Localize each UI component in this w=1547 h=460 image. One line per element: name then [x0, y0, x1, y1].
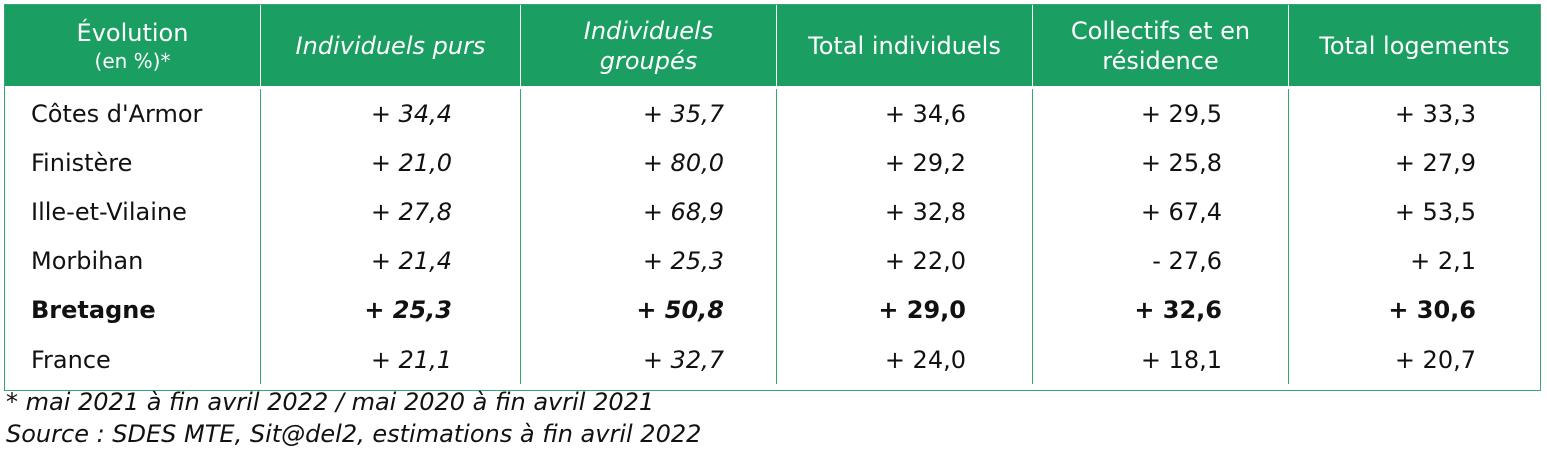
- table-notes: * mai 2021 à fin avril 2022 / mai 2020 à…: [6, 386, 701, 450]
- cell-region: Morbihan: [31, 247, 144, 276]
- header-evolution: Évolution (en %)*: [5, 5, 261, 86]
- cell-total-individuels: + 32,8: [884, 197, 966, 226]
- cell-collectifs: - 27,6: [1152, 247, 1222, 276]
- cell-individuels-groupes: + 35,7: [642, 99, 724, 128]
- cell-individuels-groupes: + 80,0: [642, 148, 724, 177]
- cell-individuels-groupes: + 25,3: [642, 247, 724, 276]
- cell-individuels-purs: + 25,3: [364, 296, 452, 325]
- cell-individuels-groupes: + 32,7: [642, 345, 724, 374]
- housing-evolution-table: Évolution (en %)* Individuels purs Indiv…: [4, 4, 1541, 392]
- cell-total-individuels: + 34,6: [884, 99, 966, 128]
- column-region: Côtes d'Armor Finistère Ille-et-Vilaine …: [5, 89, 261, 385]
- cell-total-logements: + 2,1: [1410, 247, 1476, 276]
- header-individuels-groupes: Individuels groupés: [521, 5, 777, 86]
- header-individuels-purs: Individuels purs: [261, 5, 521, 86]
- cell-total-logements: + 33,3: [1394, 99, 1476, 128]
- column-total-individuels: + 34,6 + 29,2 + 32,8 + 22,0 + 29,0 + 24,…: [777, 89, 1033, 385]
- cell-region: Finistère: [31, 148, 133, 177]
- cell-region: Bretagne: [31, 296, 156, 325]
- cell-individuels-purs: + 27,8: [370, 197, 452, 226]
- cell-region: Ille-et-Vilaine: [31, 197, 187, 226]
- cell-region: France: [31, 345, 111, 374]
- header-total-individuels: Total individuels: [777, 5, 1033, 86]
- header-evolution-title: Évolution: [76, 18, 189, 47]
- header-individuels-purs-label: Individuels purs: [295, 31, 486, 60]
- cell-individuels-purs: + 21,4: [370, 247, 452, 276]
- table-body: Côtes d'Armor Finistère Ille-et-Vilaine …: [5, 86, 1540, 390]
- cell-collectifs: + 29,5: [1140, 99, 1222, 128]
- source-note: Source : SDES MTE, Sit@del2, estimations…: [6, 420, 702, 448]
- header-collectifs-line2: résidence: [1102, 46, 1219, 75]
- cell-region: Côtes d'Armor: [31, 99, 203, 128]
- table-header: Évolution (en %)* Individuels purs Indiv…: [5, 5, 1540, 86]
- cell-individuels-groupes: + 68,9: [642, 197, 724, 226]
- cell-collectifs: + 25,8: [1140, 148, 1222, 177]
- cell-total-logements: + 27,9: [1394, 148, 1476, 177]
- header-individuels-groupes-line1: Individuels: [583, 16, 714, 45]
- cell-collectifs: + 18,1: [1140, 345, 1222, 374]
- column-individuels-purs: + 34,4 + 21,0 + 27,8 + 21,4 + 25,3 + 21,…: [261, 89, 521, 385]
- cell-total-logements: + 53,5: [1394, 197, 1476, 226]
- cell-total-logements: + 20,7: [1394, 345, 1476, 374]
- period-note: * mai 2021 à fin avril 2022 / mai 2020 à…: [6, 388, 655, 416]
- header-total-logements-label: Total logements: [1319, 31, 1510, 60]
- column-collectifs: + 29,5 + 25,8 + 67,4 - 27,6 + 32,6 + 18,…: [1033, 89, 1289, 385]
- cell-collectifs: + 32,6: [1134, 296, 1222, 325]
- cell-total-individuels: + 24,0: [884, 345, 966, 374]
- column-individuels-groupes: + 35,7 + 80,0 + 68,9 + 25,3 + 50,8 + 32,…: [521, 89, 777, 385]
- cell-total-logements: + 30,6: [1388, 296, 1476, 325]
- header-total-individuels-label: Total individuels: [808, 31, 1001, 60]
- header-total-logements: Total logements: [1289, 5, 1540, 86]
- cell-total-individuels: + 22,0: [884, 247, 966, 276]
- column-total-logements: + 33,3 + 27,9 + 53,5 + 2,1 + 30,6 + 20,7: [1289, 89, 1540, 384]
- cell-individuels-purs: + 21,0: [370, 148, 452, 177]
- cell-collectifs: + 67,4: [1140, 197, 1222, 226]
- header-individuels-groupes-line2: groupés: [599, 46, 698, 75]
- cell-total-individuels: + 29,0: [878, 296, 966, 325]
- cell-total-individuels: + 29,2: [884, 148, 966, 177]
- header-collectifs: Collectifs et en résidence: [1033, 5, 1289, 86]
- header-evolution-unit: (en %)*: [94, 48, 171, 73]
- cell-individuels-groupes: + 50,8: [636, 296, 724, 325]
- cell-individuels-purs: + 34,4: [370, 99, 452, 128]
- header-collectifs-line1: Collectifs et en: [1070, 16, 1251, 45]
- cell-individuels-purs: + 21,1: [370, 345, 452, 374]
